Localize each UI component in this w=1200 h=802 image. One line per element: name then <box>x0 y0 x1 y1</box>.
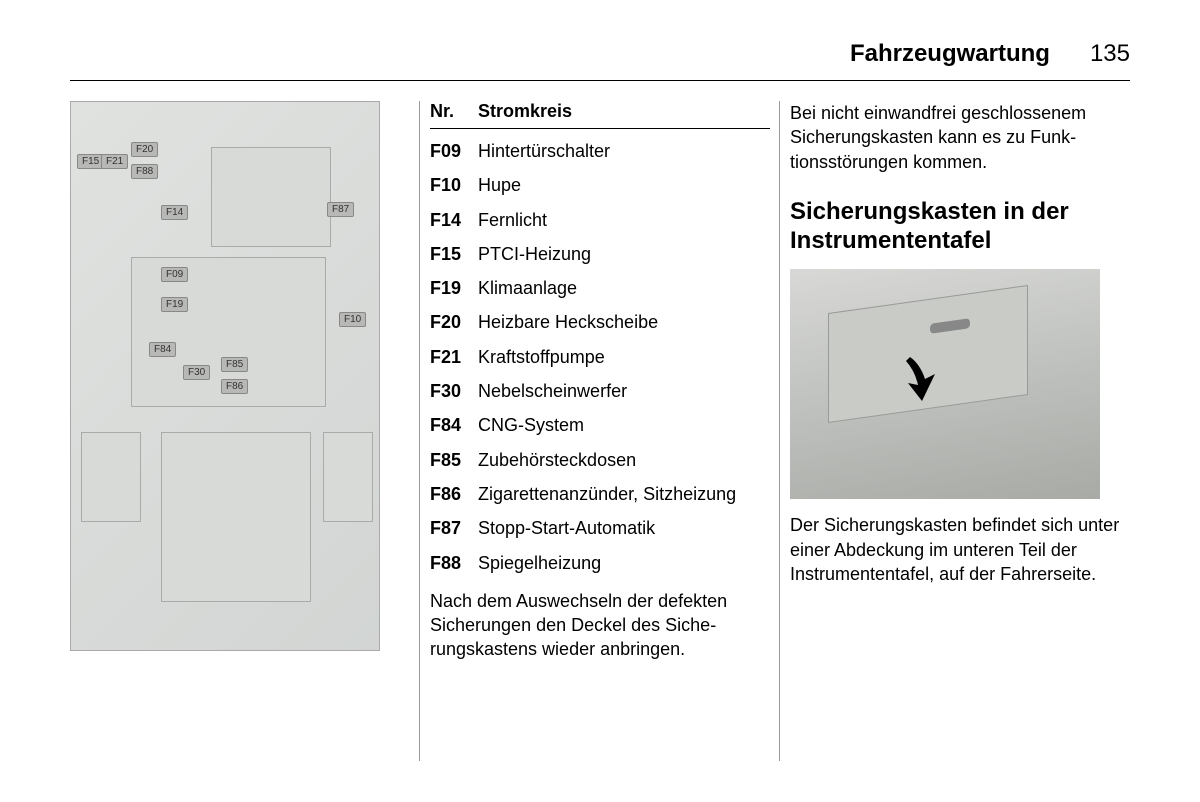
fuse-row: F85Zubehörsteckdosen <box>430 448 770 472</box>
fuse-nr: F19 <box>430 276 478 300</box>
fuse-circuit: Hintertürschalter <box>478 139 770 163</box>
instrument-panel-image <box>790 269 1100 499</box>
fuse-row: F14Fernlicht <box>430 208 770 232</box>
table-header-nr: Nr. <box>430 101 478 122</box>
subheading: Sicherungskasten in der Instrumententafe… <box>790 198 1130 256</box>
column-separator <box>419 101 420 761</box>
fuse-row: F86Zigarettenanzünder, Sitzhei­zung <box>430 482 770 506</box>
fuse-row: F87Stopp-Start-Automatik <box>430 516 770 540</box>
fuse-nr: F20 <box>430 310 478 334</box>
diagram-block <box>211 147 331 247</box>
diagram-block <box>161 432 311 602</box>
fuse-label: F19 <box>161 297 188 312</box>
fuse-row: F88Spiegelheizung <box>430 551 770 575</box>
fuse-circuit: Hupe <box>478 173 770 197</box>
fuse-label: F88 <box>131 164 158 179</box>
fuse-nr: F88 <box>430 551 478 575</box>
fuse-row: F30Nebelscheinwerfer <box>430 379 770 403</box>
fuse-nr: F30 <box>430 379 478 403</box>
location-note: Der Sicherungskasten befindet sich unter… <box>790 513 1130 586</box>
replace-note: Nach dem Auswechseln der defekten Sicher… <box>430 589 770 662</box>
fuse-table-header: Nr. Stromkreis <box>430 101 770 129</box>
fuse-row: F10Hupe <box>430 173 770 197</box>
table-header-circuit: Stromkreis <box>478 101 770 122</box>
fuse-circuit: Stopp-Start-Automatik <box>478 516 770 540</box>
diagram-block <box>323 432 373 522</box>
fuse-label: F09 <box>161 267 188 282</box>
fuse-circuit: Zubehörsteckdosen <box>478 448 770 472</box>
fuse-label: F20 <box>131 142 158 157</box>
fuse-label: F84 <box>149 342 176 357</box>
fuse-circuit: Fernlicht <box>478 208 770 232</box>
column-1: F15F21F20F88F14F87F09F19F10F84F30F85F86 <box>70 101 410 662</box>
fuse-label: F10 <box>339 312 366 327</box>
page-header: Fahrzeugwartung 135 <box>70 40 1130 68</box>
fuse-nr: F14 <box>430 208 478 232</box>
fuse-row: F84CNG-System <box>430 413 770 437</box>
fuse-row: F19Klimaanlage <box>430 276 770 300</box>
fuse-nr: F10 <box>430 173 478 197</box>
fuse-circuit: CNG-System <box>478 413 770 437</box>
column-3: Bei nicht einwandfrei geschlossenem Sich… <box>790 101 1130 662</box>
fusebox-diagram: F15F21F20F88F14F87F09F19F10F84F30F85F86 <box>70 101 380 651</box>
fuse-nr: F09 <box>430 139 478 163</box>
fuse-table-body: F09HintertürschalterF10HupeF14FernlichtF… <box>430 139 770 575</box>
diagram-block <box>81 432 141 522</box>
fuse-nr: F86 <box>430 482 478 506</box>
fuse-circuit: PTCI-Heizung <box>478 242 770 266</box>
fuse-label: F86 <box>221 379 248 394</box>
fuse-label: F87 <box>327 202 354 217</box>
fuse-nr: F21 <box>430 345 478 369</box>
fuse-label: F30 <box>183 365 210 380</box>
fuse-circuit: Klimaanlage <box>478 276 770 300</box>
fuse-row: F21Kraftstoffpumpe <box>430 345 770 369</box>
fuse-nr: F87 <box>430 516 478 540</box>
fuse-nr: F84 <box>430 413 478 437</box>
fuse-label: F21 <box>101 154 128 169</box>
fuse-circuit: Spiegelheizung <box>478 551 770 575</box>
header-rule <box>70 80 1130 81</box>
content-columns: F15F21F20F88F14F87F09F19F10F84F30F85F86 … <box>70 101 1130 662</box>
column-2: Nr. Stromkreis F09HintertürschalterF10Hu… <box>430 101 770 662</box>
fuse-circuit: Zigarettenanzünder, Sitzhei­zung <box>478 482 770 506</box>
fuse-nr: F15 <box>430 242 478 266</box>
fuse-circuit: Kraftstoffpumpe <box>478 345 770 369</box>
page-number: 135 <box>1090 40 1130 68</box>
fuse-row: F15PTCI-Heizung <box>430 242 770 266</box>
fuse-circuit: Heizbare Heckscheibe <box>478 310 770 334</box>
fuse-nr: F85 <box>430 448 478 472</box>
fuse-row: F20Heizbare Heckscheibe <box>430 310 770 334</box>
section-title: Fahrzeugwartung <box>850 40 1050 68</box>
warning-note: Bei nicht einwandfrei geschlossenem Sich… <box>790 101 1130 174</box>
column-separator <box>779 101 780 761</box>
down-arrow-icon <box>890 349 950 409</box>
fuse-label: F85 <box>221 357 248 372</box>
fuse-row: F09Hintertürschalter <box>430 139 770 163</box>
fuse-circuit: Nebelscheinwerfer <box>478 379 770 403</box>
fuse-label: F14 <box>161 205 188 220</box>
